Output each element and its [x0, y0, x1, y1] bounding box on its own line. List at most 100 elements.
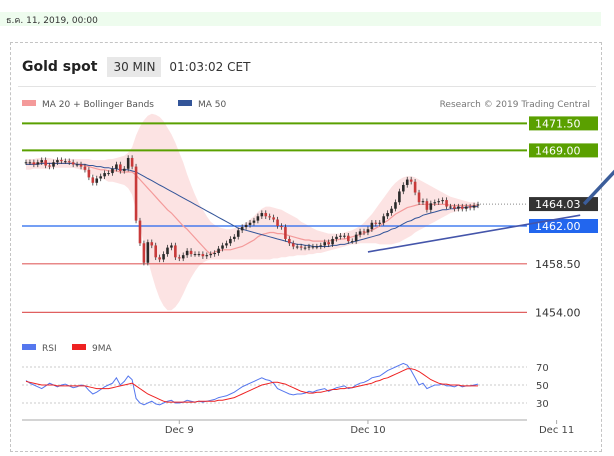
candle-body [350, 241, 354, 243]
candle-body [225, 243, 228, 246]
candle-body [382, 216, 385, 223]
date-bar: ธ.ค. 11, 2019, 00:00 [0, 12, 601, 26]
candle-body [409, 179, 413, 182]
rsi-tick-label: 70 [536, 363, 549, 374]
candle-body [193, 254, 197, 256]
level-label-1464.03: 1464.03 [535, 198, 581, 211]
candle-body [339, 235, 342, 237]
candle-body [441, 200, 444, 202]
copyright-note: Research © 2019 Trading Central [440, 100, 590, 110]
candle-body [288, 238, 291, 244]
candle-body [99, 176, 102, 179]
candle-body [248, 222, 252, 225]
candle-body [209, 254, 213, 256]
moving-averages [26, 161, 478, 255]
candle-body [386, 213, 389, 217]
candle-body [201, 254, 205, 257]
chart-frame [10, 42, 602, 452]
candle-body [229, 238, 232, 244]
candlesticks [24, 155, 480, 266]
candle-body [343, 235, 346, 237]
candle-body [213, 253, 216, 255]
candle-body [119, 164, 122, 171]
candle-body [256, 216, 260, 221]
level-tag-1469.00 [529, 143, 598, 158]
candle-body [154, 245, 158, 258]
candle-body [240, 227, 244, 231]
candle-body [44, 160, 47, 166]
candle-body [374, 222, 378, 224]
rsi-tick-label: 30 [536, 399, 549, 410]
period-selector[interactable]: 30 MIN [107, 57, 162, 77]
candle-body [476, 204, 480, 206]
candle-body [236, 230, 240, 237]
candle-body [48, 165, 51, 167]
candle-body [60, 160, 63, 162]
candle-body [417, 192, 421, 203]
x-tick-label: Dec 11 [539, 425, 574, 436]
candle-body [449, 206, 452, 208]
candle-body [272, 217, 275, 220]
candle-body [464, 206, 468, 209]
candle-body [445, 200, 448, 207]
candle-body [174, 245, 177, 258]
candle-body [370, 222, 374, 230]
candle-body [315, 246, 319, 248]
candle-body [307, 246, 311, 248]
candle-body [252, 220, 256, 223]
ma50-legend-label: MA 50 [198, 100, 227, 110]
candle-body [150, 242, 154, 246]
candle-body [378, 222, 382, 224]
ma50-line [26, 162, 478, 247]
candle-body [280, 226, 283, 228]
candle-body [260, 213, 264, 217]
candle-body [122, 168, 126, 171]
candle-body [331, 238, 334, 245]
candle-body [166, 247, 169, 255]
candle-body [402, 184, 405, 192]
candle-body [358, 231, 362, 235]
candle-body [205, 255, 209, 257]
candle-body [36, 162, 40, 165]
bollinger-band-area [26, 113, 478, 311]
candle-body [362, 231, 366, 233]
candle-body [244, 224, 248, 228]
candle-body [303, 247, 307, 249]
candle-body [52, 162, 55, 167]
ma20-line [26, 161, 478, 255]
candle-body [56, 160, 59, 163]
level-label-1454.00: 1454.00 [535, 306, 581, 319]
level-label-1462.00: 1462.00 [535, 220, 581, 233]
candle-body [468, 206, 472, 208]
candle-body [299, 246, 303, 248]
candle-body [421, 201, 425, 203]
level-tag-1462.00 [529, 219, 598, 233]
level-tag-1464.03 [529, 197, 598, 212]
candle-body [398, 191, 401, 203]
annotations [367, 169, 614, 253]
rsi-panel: 70 50 30 [22, 362, 549, 410]
candle-body [217, 248, 220, 253]
rsi-legend-swatch [22, 344, 36, 350]
candle-body [158, 257, 161, 260]
candle-body [323, 242, 327, 246]
candle-body [390, 208, 393, 214]
candle-body [170, 245, 173, 248]
candle-body [75, 164, 79, 166]
rsi-ma-legend-swatch [72, 344, 86, 350]
candle-body [197, 254, 201, 256]
candle-body [185, 250, 189, 256]
candle-body [111, 168, 114, 174]
candle-body [472, 205, 476, 208]
candle-body [177, 257, 181, 259]
date-stamp: ธ.ค. 11, 2019, 00:00 [6, 16, 98, 26]
candle-body [130, 157, 134, 167]
candle-body [354, 234, 358, 242]
candle-body [162, 254, 165, 260]
rsi-ma-line [25, 368, 478, 403]
candle-body [394, 202, 397, 209]
x-axis: Dec 9 Dec 10 Dec 11 [22, 419, 574, 436]
candle-body [221, 245, 224, 249]
price-levels: 1471.50 1469.00 1464.03 1462.00 1458.50 1454.… [22, 116, 598, 320]
candle-body [24, 162, 28, 164]
